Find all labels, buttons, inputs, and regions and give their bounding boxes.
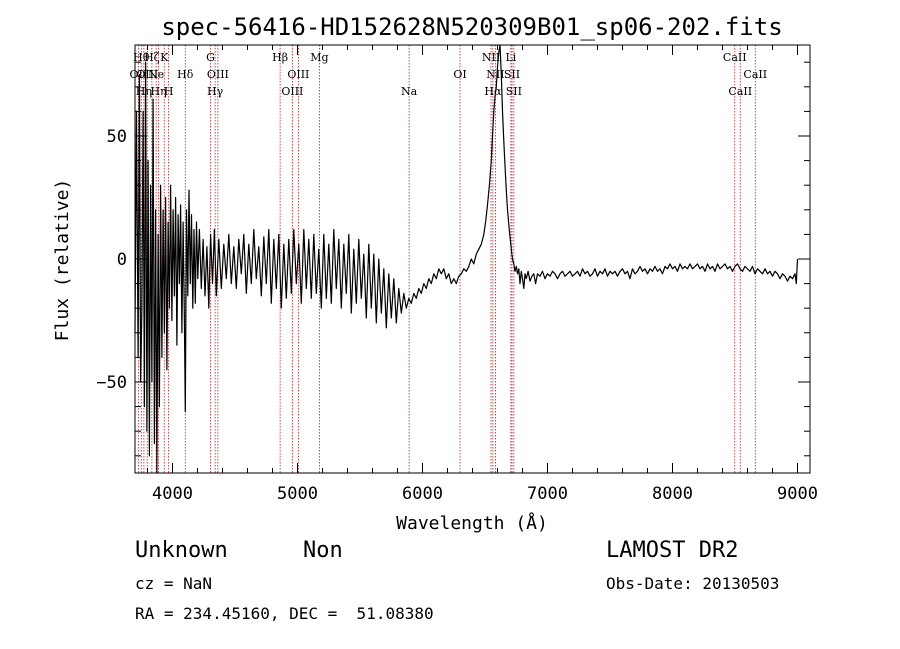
line-marker-label: Hζ [144, 51, 160, 64]
line-marker-label: SII [506, 85, 522, 98]
line-markers [137, 45, 756, 473]
line-marker-label: Hα [484, 85, 502, 98]
line-marker-labels: OIIHθHηOIIIHζNeHηKHHδGHγOIIIHβOIIIOIIIMg… [130, 51, 768, 98]
line-marker-label: CaII [728, 85, 752, 98]
line-marker-label: G [206, 51, 215, 64]
line-marker-label: Li [505, 51, 516, 64]
axis-tick-labels: 4000 5000 6000 7000 8000 9000 −50 0 50 [96, 127, 818, 504]
line-marker-label: OIII [207, 68, 229, 81]
observation-date: Obs-Date: 20130503 [606, 574, 780, 593]
line-marker-label: NII [486, 68, 504, 81]
line-marker-label: OII [130, 68, 148, 81]
x-axis-label: Wavelength (Å) [396, 512, 548, 534]
x-tick-label: 5000 [277, 484, 318, 504]
y-tick-label: −50 [96, 373, 127, 393]
x-tick-label: 8000 [652, 484, 693, 504]
object-subclass: Non [303, 538, 343, 563]
y-tick-label: 0 [117, 250, 127, 270]
axis-ticks [135, 45, 810, 473]
y-tick-label: 50 [107, 127, 127, 147]
survey-name: LAMOST DR2 [606, 538, 739, 563]
line-marker-label: CaII [743, 68, 767, 81]
plot-frame [134, 44, 811, 474]
x-tick-label: 7000 [527, 484, 568, 504]
line-marker-label: OI [453, 68, 466, 81]
x-tick-label: 4000 [152, 484, 193, 504]
line-marker-label: Hη [151, 85, 167, 98]
line-marker-label: Mg [310, 51, 328, 64]
line-marker-label: NII [482, 51, 500, 64]
line-marker-label: Hθ [133, 51, 150, 64]
line-marker-label: SII [504, 68, 520, 81]
line-marker-label: OIII [287, 68, 309, 81]
ra-dec-coordinates: RA = 234.45160, DEC = 51.08380 [135, 604, 434, 623]
y-axis-label: Flux (relative) [52, 179, 73, 342]
redshift-cz: cz = NaN [135, 574, 213, 593]
line-marker-label: H [164, 85, 174, 98]
line-marker-label: K [160, 51, 169, 64]
x-tick-label: 6000 [402, 484, 443, 504]
line-marker-label: OIII [136, 68, 158, 81]
line-marker-label: Na [401, 85, 418, 98]
line-marker-label: Hγ [207, 85, 224, 98]
line-marker-label: Ne [148, 68, 164, 81]
line-marker-label: Hβ [272, 51, 288, 64]
x-tick-label: 9000 [777, 484, 818, 504]
spectrum-series-line [134, 44, 799, 474]
object-class: Unknown [135, 538, 228, 563]
line-marker-label: Hδ [177, 68, 194, 81]
line-marker-label: OIII [281, 85, 303, 98]
line-marker-label: CaII [723, 51, 747, 64]
chart-title: spec-56416-HD152628N520309B01_sp06-202.f… [161, 13, 782, 41]
